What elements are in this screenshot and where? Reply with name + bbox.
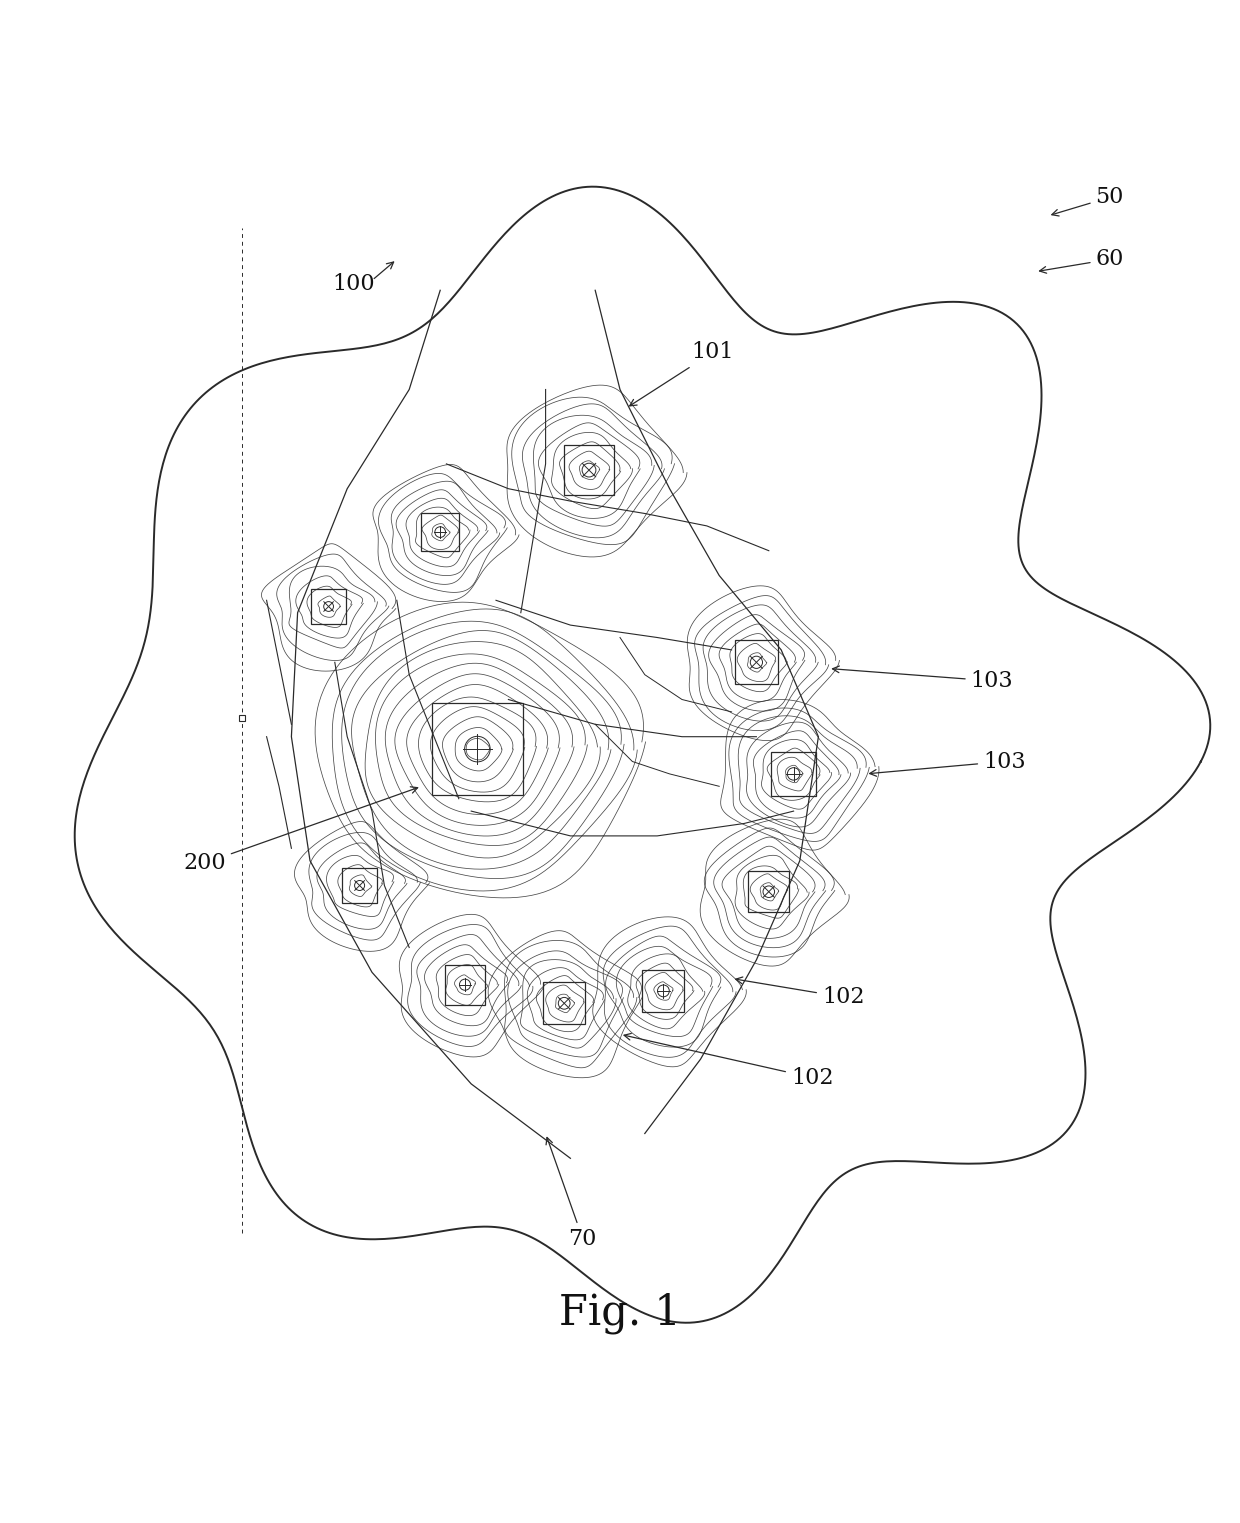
Text: 101: 101 xyxy=(630,341,734,405)
Bar xyxy=(445,966,485,1005)
Text: 102: 102 xyxy=(735,976,864,1008)
Bar xyxy=(422,513,459,551)
Text: 103: 103 xyxy=(832,666,1013,691)
Text: 60: 60 xyxy=(1039,248,1123,273)
Bar xyxy=(564,446,614,495)
Bar xyxy=(748,871,790,912)
Text: 50: 50 xyxy=(1052,186,1123,216)
Text: 103: 103 xyxy=(869,751,1025,777)
Text: 70: 70 xyxy=(546,1138,596,1250)
Text: Fig. 1: Fig. 1 xyxy=(559,1293,681,1334)
Text: 100: 100 xyxy=(332,273,374,295)
Text: 200: 200 xyxy=(184,787,418,874)
Bar xyxy=(771,752,816,797)
Bar xyxy=(342,868,377,903)
Bar xyxy=(734,641,779,684)
Bar xyxy=(432,704,523,795)
Text: 102: 102 xyxy=(624,1034,833,1089)
Bar xyxy=(311,589,346,624)
Bar xyxy=(543,982,585,1025)
Bar xyxy=(642,970,684,1011)
